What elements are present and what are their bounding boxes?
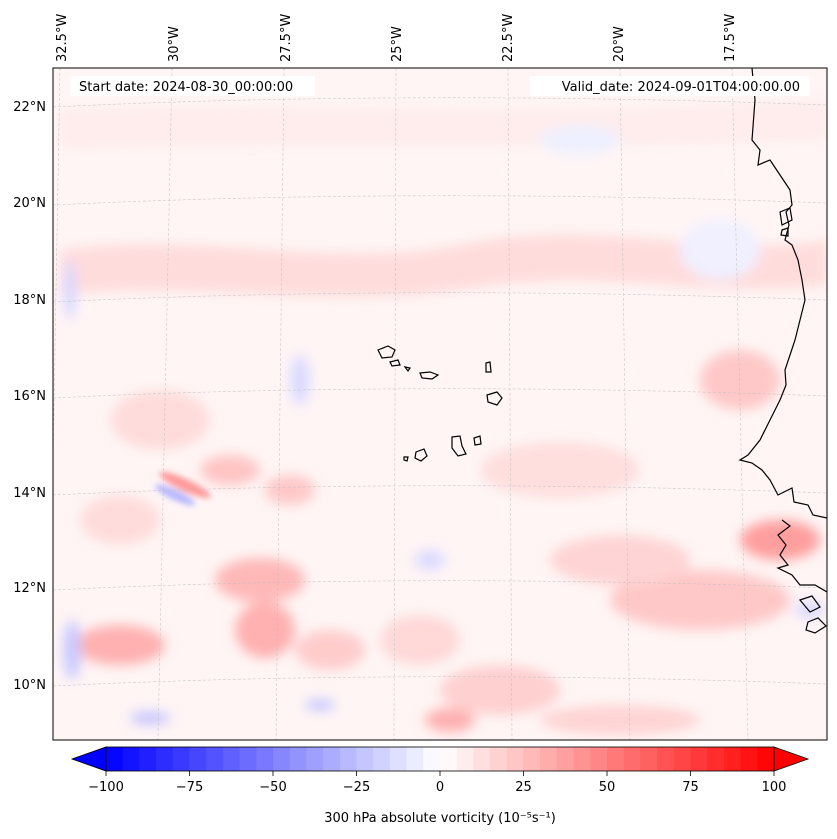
lat-label-12n: 12°N <box>13 581 46 596</box>
lat-label-14n: 14°N <box>13 486 46 501</box>
lat-label-18n: 18°N <box>13 293 46 308</box>
colorbar-tick-label: 50 <box>599 780 616 795</box>
colorbar-cell <box>623 747 641 771</box>
colorbar-cell <box>540 747 558 771</box>
colorbar-cell <box>490 747 508 771</box>
colorbar-tick-label: 0 <box>436 780 444 795</box>
vorticity-field <box>60 100 827 735</box>
colorbar-cell <box>607 747 625 771</box>
map-panel: Start date: 2024-08-30_00:00:00 Valid_da… <box>53 68 827 740</box>
colorbar-extend-high <box>773 746 810 772</box>
colorbar-cell <box>673 747 692 771</box>
lat-label-16n: 16°N <box>13 389 46 404</box>
colorbar-cell <box>707 747 725 771</box>
colorbar-cell <box>556 747 575 771</box>
latitude-labels: 22°N 20°N 18°N 16°N 14°N 12°N 10°N <box>13 100 46 693</box>
colorbar-cell <box>323 747 341 771</box>
lon-label-32-5w: 32.5°W <box>55 14 70 62</box>
map-frame <box>52 67 828 741</box>
gridlines <box>53 68 827 740</box>
colorbar-cell <box>139 747 157 771</box>
colorbar-cell <box>523 747 541 771</box>
valid-date-label: Valid_date: 2024-09-01T04:00:00.00 <box>562 80 800 95</box>
colorbar-tick-label: −50 <box>259 780 286 795</box>
colorbar-tick-label: −100 <box>88 780 124 795</box>
colorbar-cell <box>506 747 525 771</box>
colorbar-ticks: −100 −75 −50 −25 0 25 50 75 100 <box>88 771 786 795</box>
coastline-west-africa <box>738 68 827 634</box>
colorbar-cell <box>657 747 675 771</box>
colorbar-cell <box>339 747 358 771</box>
longitude-labels: 32.5°W 30°W 27.5°W 25°W 22.5°W 20°W 17.5… <box>55 14 738 62</box>
lat-label-22n: 22°N <box>13 100 46 115</box>
colorbar-tick-label: 25 <box>515 780 532 795</box>
colorbar-cell <box>640 747 658 771</box>
lat-label-10n: 10°N <box>13 678 46 693</box>
colorbar-tick-label: −75 <box>176 780 203 795</box>
colorbar-cell <box>106 747 124 771</box>
cape-verde-islands <box>377 345 503 462</box>
vorticity-dipole <box>154 471 211 506</box>
lat-label-20n: 20°N <box>13 196 46 211</box>
colorbar-cell <box>757 747 775 771</box>
colorbar-cell <box>423 747 441 771</box>
lon-label-27-5w: 27.5°W <box>279 14 294 62</box>
colorbar-extend-low <box>70 746 107 772</box>
colorbar-cell <box>239 747 257 771</box>
lon-label-20w: 20°W <box>612 26 627 62</box>
lon-label-17-5w: 17.5°W <box>723 14 738 62</box>
colorbar: −100 −75 −50 −25 0 25 50 75 100 300 hPa absolute… <box>70 746 810 826</box>
start-date-label: Start date: 2024-08-30_00:00:00 <box>79 80 293 95</box>
colorbar-cell <box>690 747 708 771</box>
colorbar-tick-label: 75 <box>682 780 699 795</box>
colorbar-title: 300 hPa absolute vorticity (10⁻⁵s⁻¹) <box>324 811 556 826</box>
colorbar-tick-label: −25 <box>343 780 370 795</box>
colorbar-cell <box>473 747 491 771</box>
colorbar-cell <box>573 747 591 771</box>
colorbar-cell <box>172 747 191 771</box>
valid-date-box <box>530 76 810 96</box>
colorbar-cell <box>740 747 758 771</box>
colorbar-cell <box>156 747 174 771</box>
colorbar-cell <box>356 747 374 771</box>
colorbar-cell <box>256 747 274 771</box>
lon-label-25w: 25°W <box>390 26 405 62</box>
colorbar-cell <box>273 747 291 771</box>
colorbar-cell <box>206 747 224 771</box>
lon-label-30w: 30°W <box>167 26 182 62</box>
colorbar-cell <box>440 747 458 771</box>
colorbar-cell <box>723 747 742 771</box>
colorbar-cell <box>590 747 608 771</box>
colorbar-cell <box>189 747 207 771</box>
colorbar-cell <box>373 747 391 771</box>
colorbar-cell <box>406 747 424 771</box>
colorbar-tick-label: 100 <box>762 780 787 795</box>
colorbar-cell <box>222 747 241 771</box>
lon-label-22-5w: 22.5°W <box>501 14 516 62</box>
colorbar-cell <box>389 747 408 771</box>
colorbar-cell <box>122 747 140 771</box>
colorbar-cell <box>456 747 474 771</box>
colorbar-cells <box>106 747 775 771</box>
colorbar-cell <box>289 747 307 771</box>
start-date-box <box>70 76 315 96</box>
colorbar-cell <box>306 747 324 771</box>
